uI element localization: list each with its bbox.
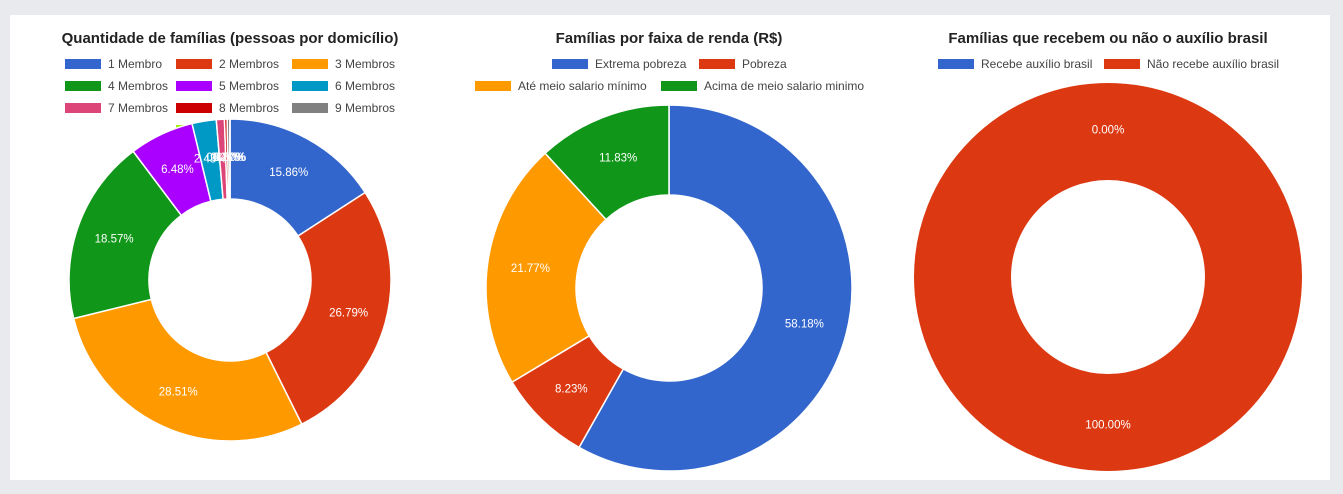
chart-1-legend-label: 4 Membros [108,79,168,93]
chart-3-legend-swatch [1104,59,1140,69]
chart-1-slice-label: 26.79% [329,307,368,319]
chart-1-slice-label: 15.86% [269,167,308,179]
chart-2-legend-swatch [552,59,588,69]
chart-1-slice [72,298,303,442]
chart-1-legend-swatch [292,81,328,91]
chart-1-legend-label: 1 Membro [108,57,162,71]
chart-1-legend-swatch [292,103,328,113]
chart-2-legend-label: Até meio salario mínimo [518,79,647,93]
chart-1-slice-label: 28.51% [159,387,198,399]
chart-2-legend-label: Pobreza [742,57,787,71]
chart-1-legend-swatch [292,59,328,69]
chart-2-slice [578,104,853,472]
chart-1-legend-swatch [176,103,212,113]
chart-2-slice-label: 21.77% [511,263,550,275]
chart-1-legend-label: 7 Membros [108,101,168,115]
chart-1-legend-label: 2 Membros [219,57,279,71]
chart-1-slice-label: 6.48% [161,164,194,176]
charts-canvas: Quantidade de famílias (pessoas por domi… [62,30,1302,472]
chart-2-legend-label: Extrema pobreza [595,57,687,71]
chart-3-slice [914,83,1302,471]
chart-3-legend-label: Recebe auxílio brasil [981,57,1092,71]
chart-2-slice-label: 11.83% [599,153,637,165]
chart-3-slice-label: 0.00% [1092,125,1125,137]
chart-1-legend-label: 8 Membros [219,101,279,115]
chart-1-legend-label: 6 Membros [335,79,395,93]
chart-1-title: Quantidade de famílias (pessoas por domi… [62,30,399,47]
chart-1-legend-swatch [65,59,101,69]
chart-1-slice-label: 18.57% [95,234,134,246]
chart-1-slice [68,150,183,320]
chart-1-legend-label: 3 Membros [335,57,395,71]
charts-panel: Quantidade de famílias (pessoas por domi… [10,15,1330,480]
chart-2-slice-label: 8.23% [555,383,588,395]
chart-2-title: Famílias por faixa de renda (R$) [556,30,783,47]
chart-1-slice [229,118,367,238]
chart-3-title: Famílias que recebem ou não o auxílio br… [948,30,1267,47]
chart-1-legend-swatch [65,81,101,91]
chart-1-legend-swatch [65,103,101,113]
chart-3-legend-label: Não recebe auxílio brasil [1147,57,1279,71]
chart-1-slice [265,191,392,426]
chart-2-slice-label: 58.18% [785,319,824,331]
chart-1-legend-swatch [176,81,212,91]
chart-1-legend-label: 5 Membros [219,79,279,93]
chart-2-legend-swatch [661,81,697,91]
chart-1-slice-label: 0.27% [210,152,243,164]
chart-1-slice-label: 2.43% [194,154,227,166]
chart-2-slice [544,104,670,221]
chart-1-legend-swatch [176,59,212,69]
chart-2-legend-swatch [699,59,735,69]
chart-2-legend-swatch [475,81,511,91]
chart-1-legend-label: 9 Membros [335,101,395,115]
chart-1-slice-label: 0.27% [213,152,246,164]
chart-3-slice-label: 100.00% [1085,420,1130,432]
chart-2-slice [485,152,608,384]
chart-2-legend-label: Acima de meio salario minimo [704,79,864,93]
chart-3-legend-swatch [938,59,974,69]
chart-1-slice-label: 0.81% [206,152,239,164]
chart-1-slice-label: 0.00% [214,152,247,164]
